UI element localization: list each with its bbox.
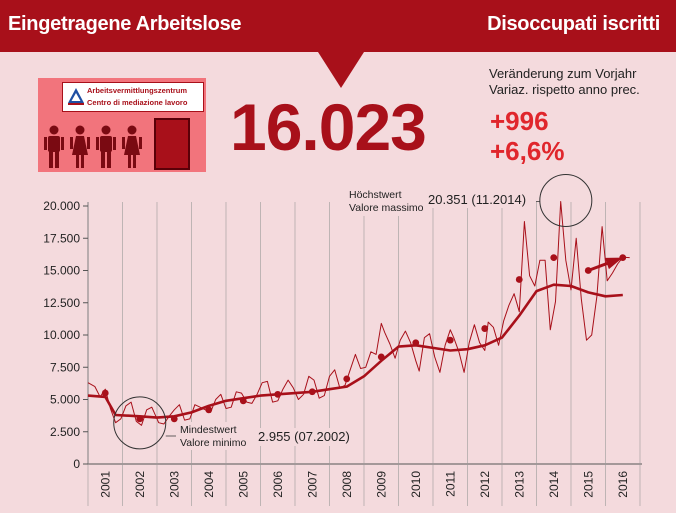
title-italian: Disoccupati iscritti xyxy=(487,13,660,35)
annual-marker xyxy=(412,339,420,347)
registered-unemployed-count: 16.023 xyxy=(230,90,427,164)
trend-series-line xyxy=(87,283,623,419)
y-tick-label: 0 xyxy=(73,457,80,471)
min-highlight-circle xyxy=(113,396,167,450)
job-center-illustration: Arbeitsvermittlungszentrum Centro di med… xyxy=(38,78,206,172)
x-tick-label: 2014 xyxy=(547,471,561,498)
y-tick-label: 20.000 xyxy=(43,199,80,213)
variation-caption-german: Veränderung zum Vorjahr xyxy=(489,66,637,81)
x-tick-label: 2012 xyxy=(478,471,492,498)
monthly-series-line xyxy=(87,201,630,426)
pointer-arrow xyxy=(318,52,364,88)
x-tick-label: 2009 xyxy=(374,471,388,498)
min-label-bg xyxy=(176,422,256,450)
woman-icon xyxy=(70,125,90,168)
min-label-german: Mindestwert xyxy=(180,424,237,436)
x-tick-label: 2011 xyxy=(443,471,457,497)
x-tick-label: 2003 xyxy=(167,471,181,498)
annual-marker xyxy=(481,325,489,332)
job-center-sign: Arbeitsvermittlungszentrum Centro di med… xyxy=(62,82,204,112)
y-tick-label: 15.000 xyxy=(43,264,80,278)
max-value-label: 20.351 (11.2014) xyxy=(428,192,526,207)
max-highlight-circle xyxy=(539,173,593,227)
annual-marker xyxy=(515,276,523,283)
x-tick-label: 2001 xyxy=(98,471,112,498)
change-arrow-head xyxy=(604,257,623,270)
annual-marker xyxy=(377,353,385,361)
annual-marker xyxy=(343,375,351,383)
header-banner: Eingetragene Arbeitslose Disoccupati isc… xyxy=(0,0,676,52)
annual-marker xyxy=(170,415,178,423)
x-tick-label: 2005 xyxy=(236,471,250,498)
title-german: Eingetragene Arbeitslose xyxy=(8,13,242,35)
annual-marker xyxy=(308,388,316,396)
x-tick-label: 2016 xyxy=(616,471,630,498)
change-absolute: +996 xyxy=(490,106,549,136)
y-tick-label: 7.500 xyxy=(50,360,80,374)
x-tick-label: 2006 xyxy=(271,471,285,498)
annual-marker xyxy=(446,336,454,344)
job-center-logo-icon xyxy=(66,86,86,106)
y-tick-label: 10.000 xyxy=(43,328,80,342)
woman-icon xyxy=(122,125,142,168)
annual-marker xyxy=(205,406,213,414)
variation-caption-italian: Variaz. rispetto anno prec. xyxy=(489,82,640,97)
annual-marker xyxy=(101,389,109,397)
y-tick-label: 2.500 xyxy=(50,425,80,439)
annual-marker xyxy=(274,390,282,398)
sign-text-german: Arbeitsvermittlungszentrum xyxy=(87,86,188,95)
y-tick-label: 17.500 xyxy=(43,231,80,245)
change-percent: +6,6% xyxy=(490,136,565,166)
man-icon xyxy=(44,125,64,168)
door xyxy=(154,118,190,170)
annual-marker xyxy=(239,397,247,405)
x-tick-label: 2013 xyxy=(512,471,526,498)
min-value-label: 2.955 (07.2002) xyxy=(258,429,350,444)
max-value-bg xyxy=(424,190,536,208)
min-label-italian: Valore minimo xyxy=(180,437,246,449)
y-tick-label: 5.000 xyxy=(50,393,80,407)
max-label-italian: Valore massimo xyxy=(349,202,424,214)
y-tick-label: 12.500 xyxy=(43,296,80,310)
annual-marker xyxy=(550,254,558,261)
x-tick-label: 2002 xyxy=(133,471,147,498)
x-tick-label: 2010 xyxy=(409,471,423,498)
x-tick-label: 2004 xyxy=(202,471,216,498)
x-tick-label: 2008 xyxy=(340,471,354,498)
min-value-bg xyxy=(256,428,356,446)
sign-text-italian: Centro di mediazione lavoro xyxy=(87,98,188,107)
x-tick-label: 2007 xyxy=(305,471,319,498)
x-tick-label: 2015 xyxy=(581,471,595,498)
man-icon xyxy=(96,125,116,168)
max-label-german: Höchstwert xyxy=(349,189,402,201)
annual-marker xyxy=(136,415,144,423)
max-label-bg xyxy=(342,186,424,216)
